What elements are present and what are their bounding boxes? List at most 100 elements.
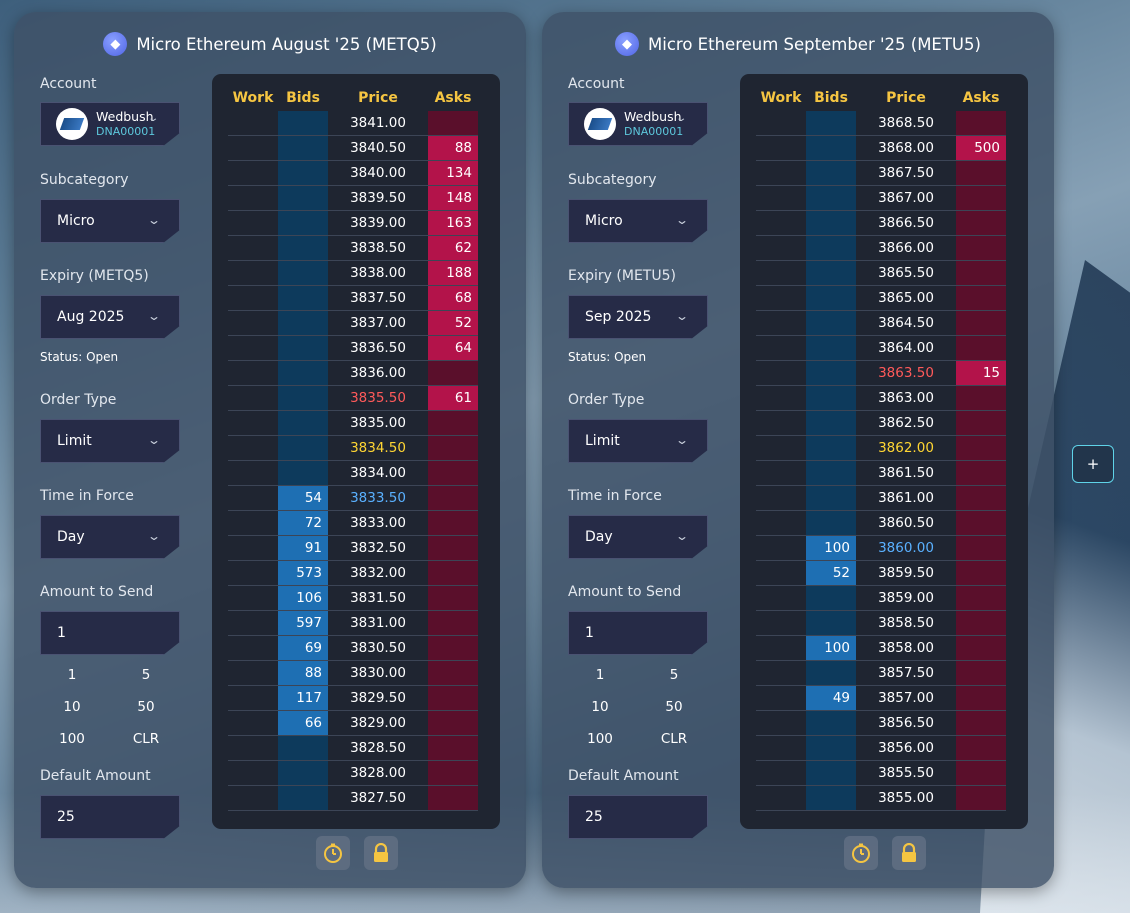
work-cell[interactable] (756, 586, 806, 610)
amount-input[interactable]: 1 (568, 611, 708, 655)
bid-cell[interactable] (806, 461, 856, 485)
work-cell[interactable] (228, 286, 278, 310)
work-cell[interactable] (756, 461, 806, 485)
ask-cell[interactable] (428, 511, 478, 535)
bid-cell[interactable] (278, 361, 328, 385)
bid-cell[interactable]: 54 (278, 486, 328, 510)
ask-cell[interactable] (428, 461, 478, 485)
work-cell[interactable] (228, 786, 278, 810)
work-cell[interactable] (756, 786, 806, 810)
ask-cell[interactable]: 148 (428, 186, 478, 210)
work-cell[interactable] (228, 511, 278, 535)
bid-cell[interactable] (278, 436, 328, 460)
quick-amount-button[interactable]: CLR (660, 731, 688, 747)
order-type-select[interactable]: Limit ⌄ (40, 419, 180, 463)
bid-cell[interactable] (278, 136, 328, 160)
default-amount-input[interactable]: 25 (568, 795, 708, 839)
bid-cell[interactable] (278, 461, 328, 485)
work-cell[interactable] (756, 711, 806, 735)
work-cell[interactable] (756, 611, 806, 635)
bid-cell[interactable] (806, 111, 856, 135)
quick-amount-button[interactable]: 10 (63, 699, 81, 715)
bid-cell[interactable] (806, 436, 856, 460)
ask-cell[interactable]: 15 (956, 361, 1006, 385)
ask-cell[interactable] (428, 536, 478, 560)
bid-cell[interactable] (278, 311, 328, 335)
ask-cell[interactable] (956, 586, 1006, 610)
timer-button[interactable] (844, 836, 878, 870)
work-cell[interactable] (756, 186, 806, 210)
bid-cell[interactable] (806, 486, 856, 510)
ask-cell[interactable]: 134 (428, 161, 478, 185)
default-amount-input[interactable]: 25 (40, 795, 180, 839)
ask-cell[interactable] (428, 486, 478, 510)
work-cell[interactable] (756, 161, 806, 185)
bid-cell[interactable] (806, 761, 856, 785)
time-in-force-select[interactable]: Day ⌄ (568, 515, 708, 559)
work-cell[interactable] (228, 561, 278, 585)
bid-cell[interactable] (278, 761, 328, 785)
bid-cell[interactable] (806, 386, 856, 410)
time-in-force-select[interactable]: Day ⌄ (40, 515, 180, 559)
bid-cell[interactable] (278, 786, 328, 810)
quick-amount-button[interactable]: 50 (137, 699, 155, 715)
bid-cell[interactable]: 100 (806, 636, 856, 660)
lock-button[interactable] (364, 836, 398, 870)
bid-cell[interactable] (806, 211, 856, 235)
bid-cell[interactable] (278, 161, 328, 185)
quick-amount-button[interactable]: 1 (67, 667, 77, 683)
work-cell[interactable] (756, 361, 806, 385)
ask-cell[interactable] (956, 636, 1006, 660)
ask-cell[interactable]: 62 (428, 236, 478, 260)
bid-cell[interactable]: 117 (278, 686, 328, 710)
work-cell[interactable] (756, 436, 806, 460)
ask-cell[interactable] (956, 761, 1006, 785)
ask-cell[interactable] (428, 736, 478, 760)
bid-cell[interactable] (278, 111, 328, 135)
ask-cell[interactable]: 163 (428, 211, 478, 235)
ask-cell[interactable] (956, 186, 1006, 210)
work-cell[interactable] (228, 336, 278, 360)
bid-cell[interactable]: 91 (278, 536, 328, 560)
ask-cell[interactable] (956, 536, 1006, 560)
order-type-select[interactable]: Limit ⌄ (568, 419, 708, 463)
ask-cell[interactable] (956, 686, 1006, 710)
ask-cell[interactable] (956, 286, 1006, 310)
ask-cell[interactable] (428, 411, 478, 435)
quick-amount-button[interactable]: 10 (591, 699, 609, 715)
bid-cell[interactable]: 49 (806, 686, 856, 710)
work-cell[interactable] (228, 236, 278, 260)
work-cell[interactable] (228, 636, 278, 660)
ask-cell[interactable] (428, 436, 478, 460)
ask-cell[interactable] (428, 686, 478, 710)
work-cell[interactable] (756, 736, 806, 760)
quick-amount-button[interactable]: 50 (665, 699, 683, 715)
work-cell[interactable] (756, 761, 806, 785)
work-cell[interactable] (228, 711, 278, 735)
bid-cell[interactable] (278, 411, 328, 435)
work-cell[interactable] (228, 436, 278, 460)
ask-cell[interactable] (428, 361, 478, 385)
work-cell[interactable] (228, 261, 278, 285)
bid-cell[interactable]: 72 (278, 511, 328, 535)
work-cell[interactable] (756, 536, 806, 560)
work-cell[interactable] (756, 411, 806, 435)
work-cell[interactable] (228, 461, 278, 485)
bid-cell[interactable] (278, 186, 328, 210)
ask-cell[interactable] (956, 461, 1006, 485)
bid-cell[interactable] (806, 261, 856, 285)
bid-cell[interactable] (278, 736, 328, 760)
bid-cell[interactable] (806, 611, 856, 635)
quick-amount-button[interactable]: 100 (59, 731, 85, 747)
bid-cell[interactable] (806, 236, 856, 260)
bid-cell[interactable] (806, 161, 856, 185)
ask-cell[interactable]: 52 (428, 311, 478, 335)
ask-cell[interactable]: 88 (428, 136, 478, 160)
work-cell[interactable] (756, 686, 806, 710)
lock-button[interactable] (892, 836, 926, 870)
bid-cell[interactable]: 52 (806, 561, 856, 585)
bid-cell[interactable] (806, 311, 856, 335)
quick-amount-button[interactable]: CLR (132, 731, 160, 747)
ask-cell[interactable] (956, 661, 1006, 685)
work-cell[interactable] (756, 511, 806, 535)
